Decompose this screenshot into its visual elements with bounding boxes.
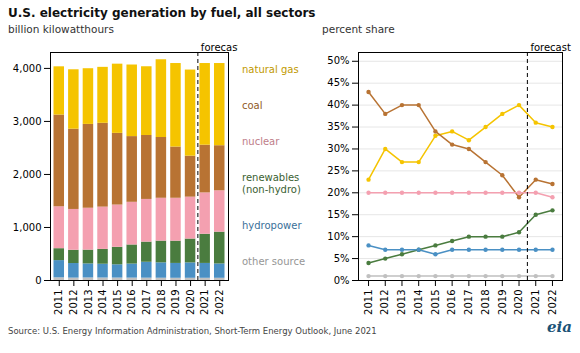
svg-text:4,000: 4,000 [13,63,42,74]
svg-text:2012: 2012 [68,290,79,315]
html-text:eia: eia [547,318,572,336]
html-text:hydropower: hydropower [242,220,302,231]
svg-text:2017: 2017 [463,290,474,315]
svg-text:50%: 50% [327,55,349,66]
svg-text:2013: 2013 [83,290,94,315]
svg-text:2015: 2015 [430,290,441,315]
svg-text:45%: 45% [327,77,349,88]
svg-text:2014: 2014 [97,290,108,315]
svg-text:2016: 2016 [446,290,457,315]
svg-text:2018: 2018 [156,290,167,315]
svg-text:2014: 2014 [413,290,424,315]
html-text:renewables (non-hydro): renewables (non-hydro) [242,172,301,195]
html-text:U.S. electricity generation by: U.S. electricity generation by fuel, all… [8,6,316,20]
svg-text:2021: 2021 [199,290,210,315]
svg-text:15%: 15% [327,209,349,220]
svg-text:2017: 2017 [141,290,152,315]
html-text:billion kilowatthours: billion kilowatthours [8,23,114,35]
svg-text:1,000: 1,000 [13,222,42,233]
svg-text:35%: 35% [327,121,349,132]
svg-text:10%: 10% [327,231,349,242]
svg-text:2012: 2012 [379,290,390,315]
svg-text:40%: 40% [327,99,349,110]
html-text:nuclear: nuclear [242,136,280,147]
svg-text:2022: 2022 [214,290,225,315]
html-text:coal: coal [242,100,263,111]
html-text:percent share: percent share [322,23,395,35]
svg-text:2013: 2013 [396,290,407,315]
svg-text:3,000: 3,000 [13,116,42,127]
svg-text:2020: 2020 [513,290,524,315]
svg-text:2022: 2022 [547,290,558,315]
svg-text:forecast: forecast [530,42,571,53]
svg-text:2,000: 2,000 [13,169,42,180]
svg-text:2011: 2011 [363,290,374,315]
svg-text:2015: 2015 [112,290,123,315]
html-text:natural gas: natural gas [242,64,299,75]
svg-text:2018: 2018 [480,290,491,315]
html-text:Source: U.S. Energy Informatio: Source: U.S. Energy Information Administ… [8,326,377,336]
svg-text:5%: 5% [334,253,350,264]
svg-text:2021: 2021 [530,290,541,315]
svg-text:25%: 25% [327,165,349,176]
svg-text:0: 0 [35,275,41,286]
html-text:other source: other source [242,256,305,267]
svg-text:2011: 2011 [53,290,64,315]
svg-text:30%: 30% [327,143,349,154]
svg-text:20%: 20% [327,187,349,198]
svg-text:2019: 2019 [170,290,181,315]
svg-text:forecast: forecast [201,42,238,53]
svg-text:2019: 2019 [497,290,508,315]
svg-text:2020: 2020 [185,290,196,315]
svg-text:0%: 0% [334,275,350,286]
svg-text:2016: 2016 [126,290,137,315]
